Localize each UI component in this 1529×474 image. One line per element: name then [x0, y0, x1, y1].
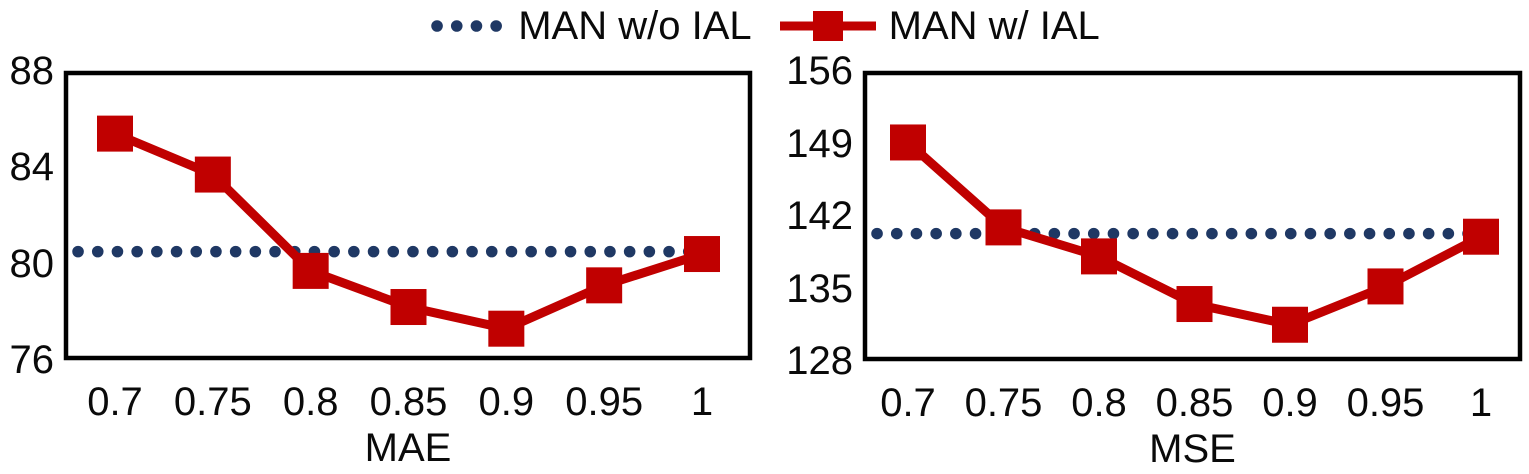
- data-point-marker: [97, 115, 133, 152]
- data-point-marker: [1081, 238, 1117, 275]
- legend-item-man-wo-ial: MAN w/o IAL: [429, 3, 752, 49]
- x-tick-label: 0.7: [87, 380, 143, 424]
- legend-square-marker: [812, 11, 843, 41]
- data-point-marker: [1367, 268, 1404, 305]
- y-tick-label: 80: [9, 241, 55, 286]
- legend-label-man-w-ial: MAN w/ IAL: [888, 4, 1100, 48]
- legend-label-man-wo-ial: MAN w/o IAL: [518, 4, 752, 48]
- x-tick-label: 0.85: [369, 380, 448, 424]
- data-point-marker: [1463, 218, 1499, 255]
- legend: MAN w/o IAL MAN w/ IAL: [0, 2, 1529, 50]
- data-point-marker: [1272, 306, 1308, 343]
- x-tick-label: 0.9: [478, 380, 535, 424]
- plot-border: [862, 70, 1523, 362]
- x-tick-label: 0.95: [565, 380, 644, 424]
- x-tick-label: 0.85: [1155, 381, 1234, 425]
- x-tick-label: 1: [690, 380, 714, 424]
- dotted-line-marker: [431, 20, 504, 32]
- data-point-marker: [890, 124, 926, 161]
- x-tick-label: 0.9: [1262, 381, 1318, 425]
- data-point-marker: [1176, 286, 1213, 323]
- y-tick-label: 142: [786, 194, 853, 238]
- x-tick-label: 0.75: [964, 381, 1043, 425]
- mae-axis-label: MAE: [364, 426, 452, 470]
- data-point-marker: [488, 310, 525, 347]
- y-tick-label: 88: [9, 49, 55, 93]
- data-point-marker: [586, 267, 623, 304]
- plot-border: [63, 70, 753, 361]
- x-tick-label: 0.95: [1346, 381, 1425, 425]
- data-point-marker: [390, 289, 427, 326]
- mae-plot-area: [63, 70, 753, 361]
- legend-item-man-w-ial: MAN w/ IAL: [779, 3, 1100, 49]
- data-point-marker: [985, 209, 1022, 246]
- mse-axis-label: MSE: [1149, 427, 1236, 471]
- y-tick-label: 156: [786, 49, 853, 93]
- data-point-marker: [684, 236, 720, 273]
- x-tick-label: 0.7: [880, 381, 936, 425]
- line-square-marker: [779, 11, 876, 41]
- x-tick-label: 0.8: [282, 380, 339, 424]
- x-tick-label: 1: [1469, 381, 1493, 425]
- data-point-marker: [292, 252, 329, 289]
- y-tick-label: 76: [9, 338, 55, 382]
- x-tick-label: 0.75: [173, 380, 252, 424]
- x-tick-label: 0.8: [1071, 381, 1127, 425]
- y-tick-label: 84: [9, 145, 55, 190]
- y-tick-label: 135: [786, 266, 853, 311]
- y-tick-label: 149: [786, 121, 853, 166]
- mse-plot-area: [862, 70, 1523, 362]
- data-point-marker: [194, 156, 231, 193]
- y-tick-label: 128: [786, 339, 853, 383]
